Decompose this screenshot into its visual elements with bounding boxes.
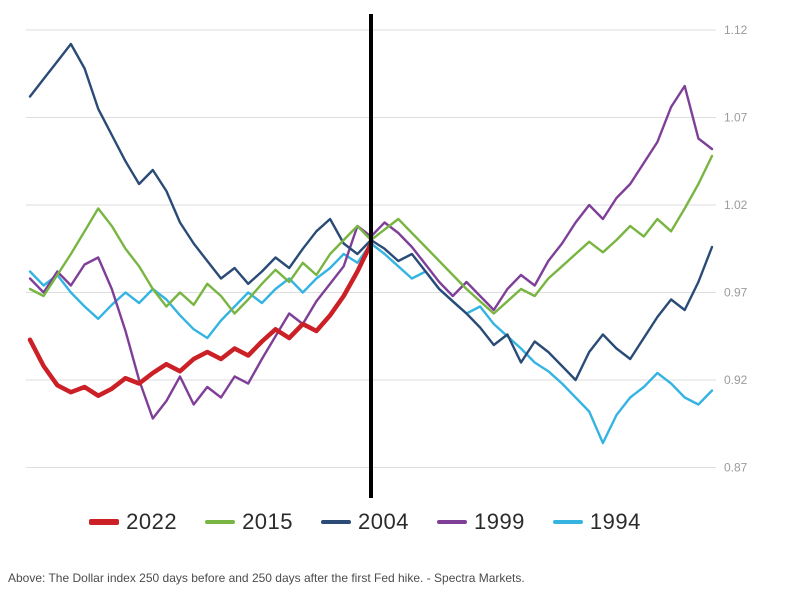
y-axis-tick-label: 0.87	[724, 461, 748, 475]
legend-dash-icon	[552, 520, 583, 524]
legend-item-1999: 1999	[436, 509, 525, 535]
legend-label: 2015	[242, 509, 294, 534]
legend-dash-icon	[321, 520, 352, 524]
legend-dash-icon	[436, 520, 467, 524]
legend-item-1994: 1994	[552, 509, 641, 535]
legend-item-2004: 2004	[321, 509, 409, 535]
legend-label: 1999	[473, 509, 525, 534]
legend-label: 2004	[358, 509, 409, 534]
figure-caption: Above: The Dollar index 250 days before …	[8, 571, 525, 585]
series-line-2022	[27, 241, 374, 398]
legend-label: 2022	[126, 509, 178, 534]
y-axis-tick-label: 0.97	[724, 286, 748, 300]
legend-label: 1994	[589, 509, 641, 534]
chart-legend: 2022 2015 2004 1999 1994	[0, 502, 730, 542]
y-axis-tick-label: 0.92	[724, 373, 748, 387]
y-axis-tick-label: 1.02	[724, 198, 748, 212]
y-axis-tick-label: 1.12	[724, 23, 748, 37]
legend-dash-icon	[205, 520, 236, 524]
legend-item-2022: 2022	[89, 509, 177, 535]
y-axis-tick-label: 1.07	[724, 111, 748, 125]
legend-item-2015: 2015	[205, 509, 293, 535]
legend-dash-icon	[89, 519, 120, 525]
